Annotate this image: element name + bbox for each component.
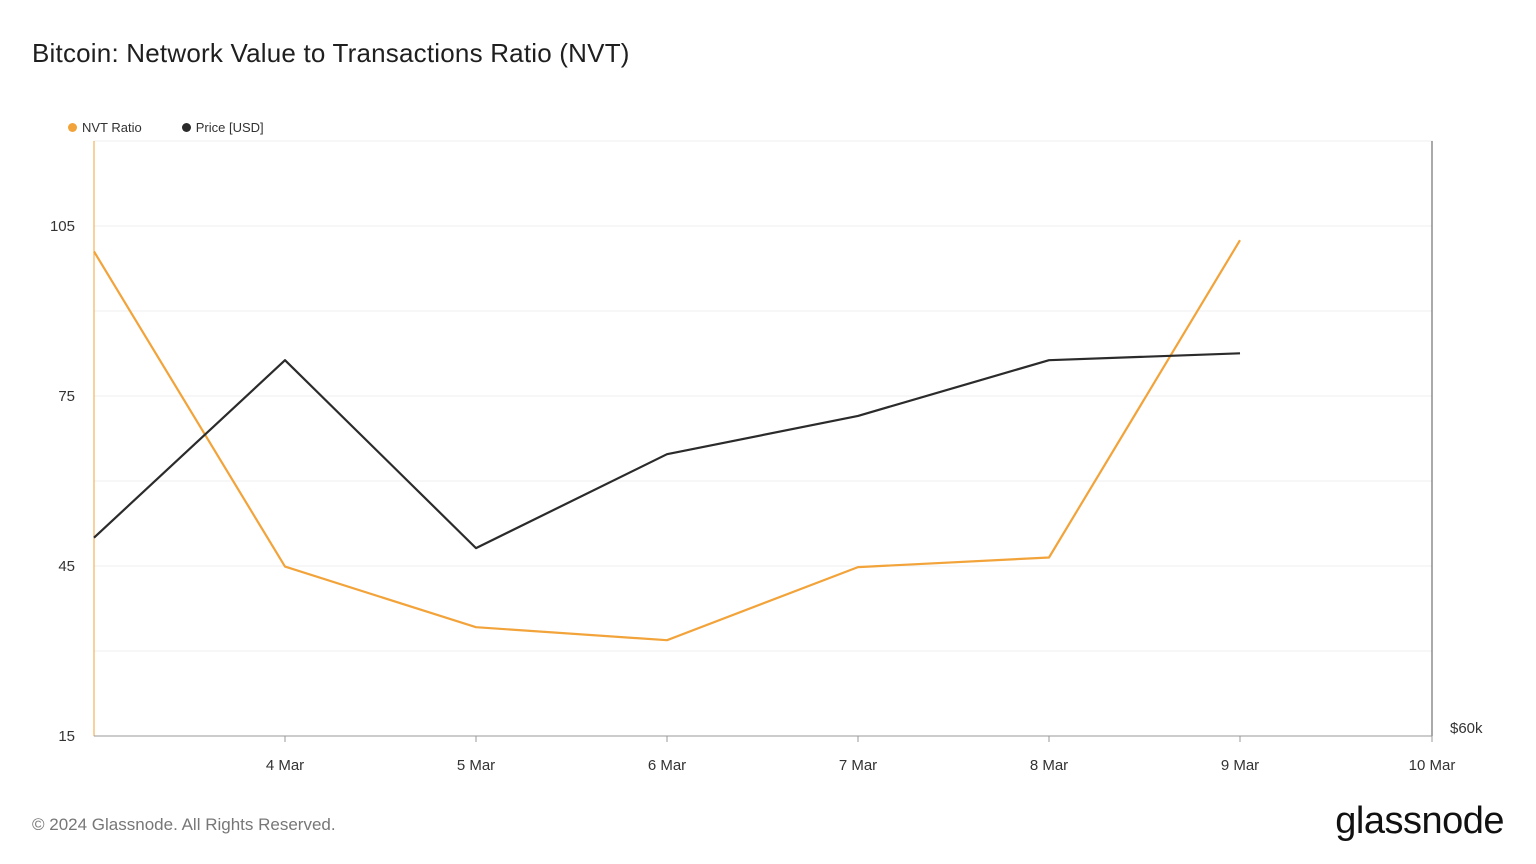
x-tick-label: 5 Mar [457, 757, 495, 774]
y-left-tick-label: 75 [58, 388, 75, 405]
x-tick-label: 8 Mar [1030, 757, 1068, 774]
legend-item-price[interactable]: Price [USD] [181, 120, 264, 135]
legend-dot-nvt [68, 123, 77, 132]
nvt-ratio-line [93, 239, 1241, 642]
y-left-tick-label: 15 [58, 728, 75, 745]
legend: NVT Ratio Price [USD] [68, 120, 264, 135]
y-left-tick-label: 105 [50, 218, 75, 235]
x-tick-label: 7 Mar [839, 757, 877, 774]
x-tick-label: 9 Mar [1221, 757, 1259, 774]
legend-label-nvt: NVT Ratio [82, 120, 142, 135]
x-tick-label: 6 Mar [648, 757, 686, 774]
plot-frame [93, 140, 1433, 737]
legend-label-price: Price [USD] [195, 120, 264, 135]
chart-title: Bitcoin: Network Value to Transactions R… [32, 38, 630, 68]
glassnode-logo: glassnode [1335, 800, 1504, 842]
x-tick-label: 4 Mar [266, 757, 304, 774]
x-tick-label: 10 Mar [1409, 757, 1456, 774]
price-usd-line [93, 352, 1241, 550]
legend-dot-price [181, 123, 191, 132]
legend-item-nvt[interactable]: NVT Ratio [68, 120, 142, 135]
y-right-tick-label: $60k [1450, 720, 1483, 737]
y-left-tick-label: 45 [58, 558, 75, 575]
copyright-footer: © 2024 Glassnode. All Rights Reserved. [32, 815, 336, 834]
